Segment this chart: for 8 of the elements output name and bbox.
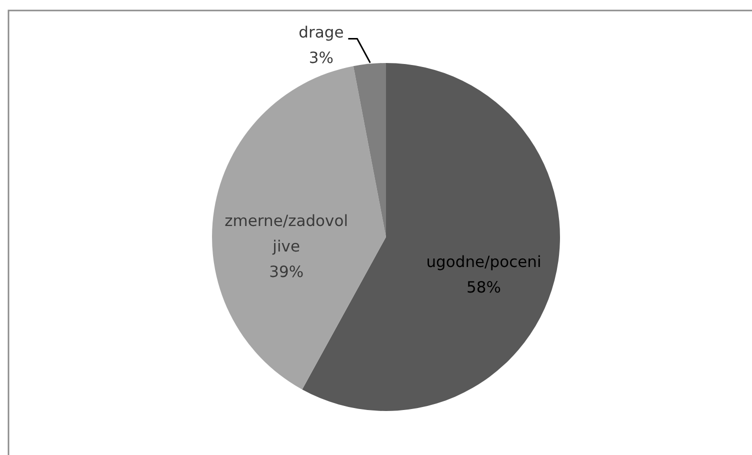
data-label: 3% — [308, 49, 334, 68]
slice-label: drage — [298, 24, 344, 42]
pie-slice — [212, 66, 386, 390]
slice-label: ugodne/poceni — [426, 253, 542, 272]
data-label: 39% — [269, 263, 304, 282]
slice-label: zmerne/zadovol jive — [224, 212, 348, 256]
data-label: 58% — [466, 278, 501, 297]
pie-slice — [353, 63, 386, 237]
